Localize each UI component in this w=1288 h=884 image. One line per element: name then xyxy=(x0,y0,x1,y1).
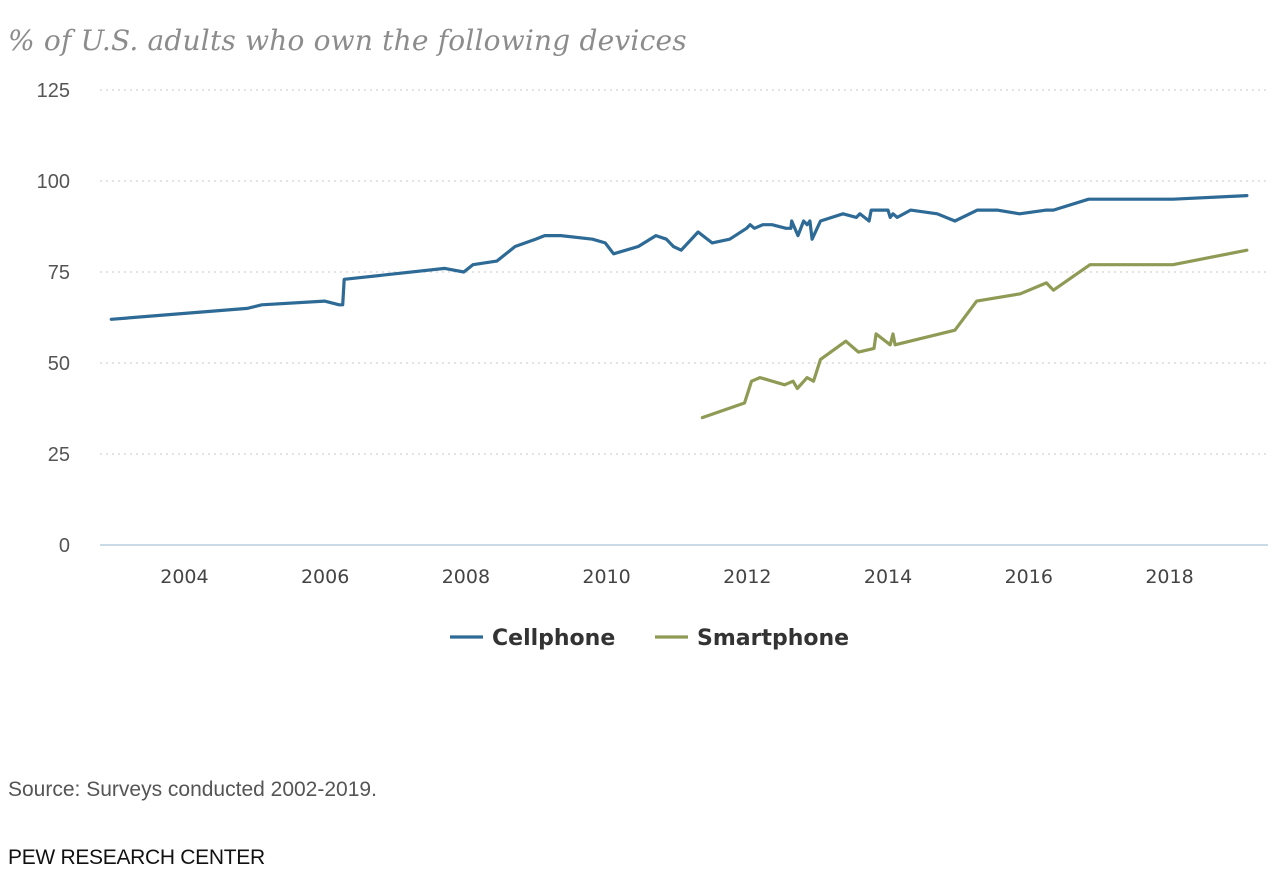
x-tick-label: 2010 xyxy=(582,566,630,588)
series-line-cellphone xyxy=(109,194,1249,321)
legend: Cellphone Smartphone xyxy=(450,626,849,651)
series-lines xyxy=(109,194,1249,420)
y-tick-label: 0 xyxy=(59,535,70,557)
x-tick-label: 2004 xyxy=(160,566,208,588)
x-tick-label: 2018 xyxy=(1145,566,1193,588)
y-tick-label: 125 xyxy=(37,80,70,102)
x-axis-ticks: 2004 2006 2008 2010 2012 2014 2016 2018 xyxy=(160,566,1193,588)
x-tick-label: 2016 xyxy=(1005,566,1053,588)
legend-label: Smartphone xyxy=(697,626,849,651)
y-axis-ticks: 0 25 50 75 100 125 xyxy=(37,80,70,557)
credit-label: PEW RESEARCH CENTER xyxy=(8,846,265,869)
source-note: Source: Surveys conducted 2002-2019. xyxy=(8,778,377,801)
chart-title: % of U.S. adults who own the following d… xyxy=(8,24,687,57)
gridlines xyxy=(100,89,1268,455)
x-tick-label: 2008 xyxy=(442,566,490,588)
y-tick-label: 50 xyxy=(48,353,70,375)
legend-label: Cellphone xyxy=(492,626,615,651)
x-tick-label: 2014 xyxy=(864,566,912,588)
y-tick-label: 25 xyxy=(48,444,70,466)
x-tick-label: 2006 xyxy=(301,566,349,588)
x-tick-label: 2012 xyxy=(723,566,771,588)
y-tick-label: 100 xyxy=(37,171,70,193)
y-tick-label: 75 xyxy=(48,262,70,284)
series-line-smartphone xyxy=(700,248,1249,420)
